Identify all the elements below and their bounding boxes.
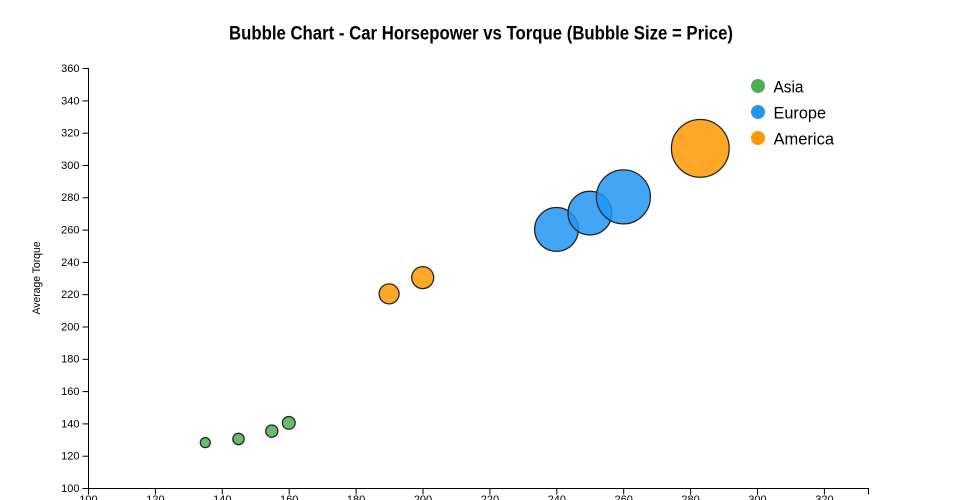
svg-text:160: 160 xyxy=(61,386,79,398)
svg-text:300: 300 xyxy=(61,160,79,172)
svg-text:300: 300 xyxy=(748,494,766,500)
svg-text:America: America xyxy=(774,130,835,149)
svg-text:220: 220 xyxy=(61,289,79,301)
svg-text:280: 280 xyxy=(61,192,79,204)
svg-text:200: 200 xyxy=(61,321,79,333)
svg-text:Europe: Europe xyxy=(774,104,827,123)
svg-text:340: 340 xyxy=(61,95,79,107)
svg-text:260: 260 xyxy=(61,225,79,237)
svg-text:Average Torque: Average Torque xyxy=(31,242,43,315)
svg-text:360: 360 xyxy=(61,63,79,75)
svg-text:280: 280 xyxy=(681,494,699,500)
svg-text:120: 120 xyxy=(61,451,79,463)
svg-text:Asia: Asia xyxy=(774,78,804,97)
svg-text:200: 200 xyxy=(414,494,432,500)
svg-text:100: 100 xyxy=(61,483,79,495)
svg-text:120: 120 xyxy=(146,494,164,500)
svg-text:140: 140 xyxy=(61,418,79,430)
svg-text:100: 100 xyxy=(79,494,97,500)
svg-text:320: 320 xyxy=(61,128,79,140)
svg-text:Bubble Chart - Car Horsepower: Bubble Chart - Car Horsepower vs Torque … xyxy=(229,23,733,44)
svg-text:320: 320 xyxy=(815,494,833,500)
svg-text:260: 260 xyxy=(615,494,633,500)
svg-text:240: 240 xyxy=(548,494,566,500)
svg-text:160: 160 xyxy=(280,494,298,500)
svg-text:240: 240 xyxy=(61,257,79,269)
svg-text:140: 140 xyxy=(213,494,231,500)
svg-text:180: 180 xyxy=(347,494,365,500)
svg-text:180: 180 xyxy=(61,354,79,366)
svg-text:220: 220 xyxy=(481,494,499,500)
